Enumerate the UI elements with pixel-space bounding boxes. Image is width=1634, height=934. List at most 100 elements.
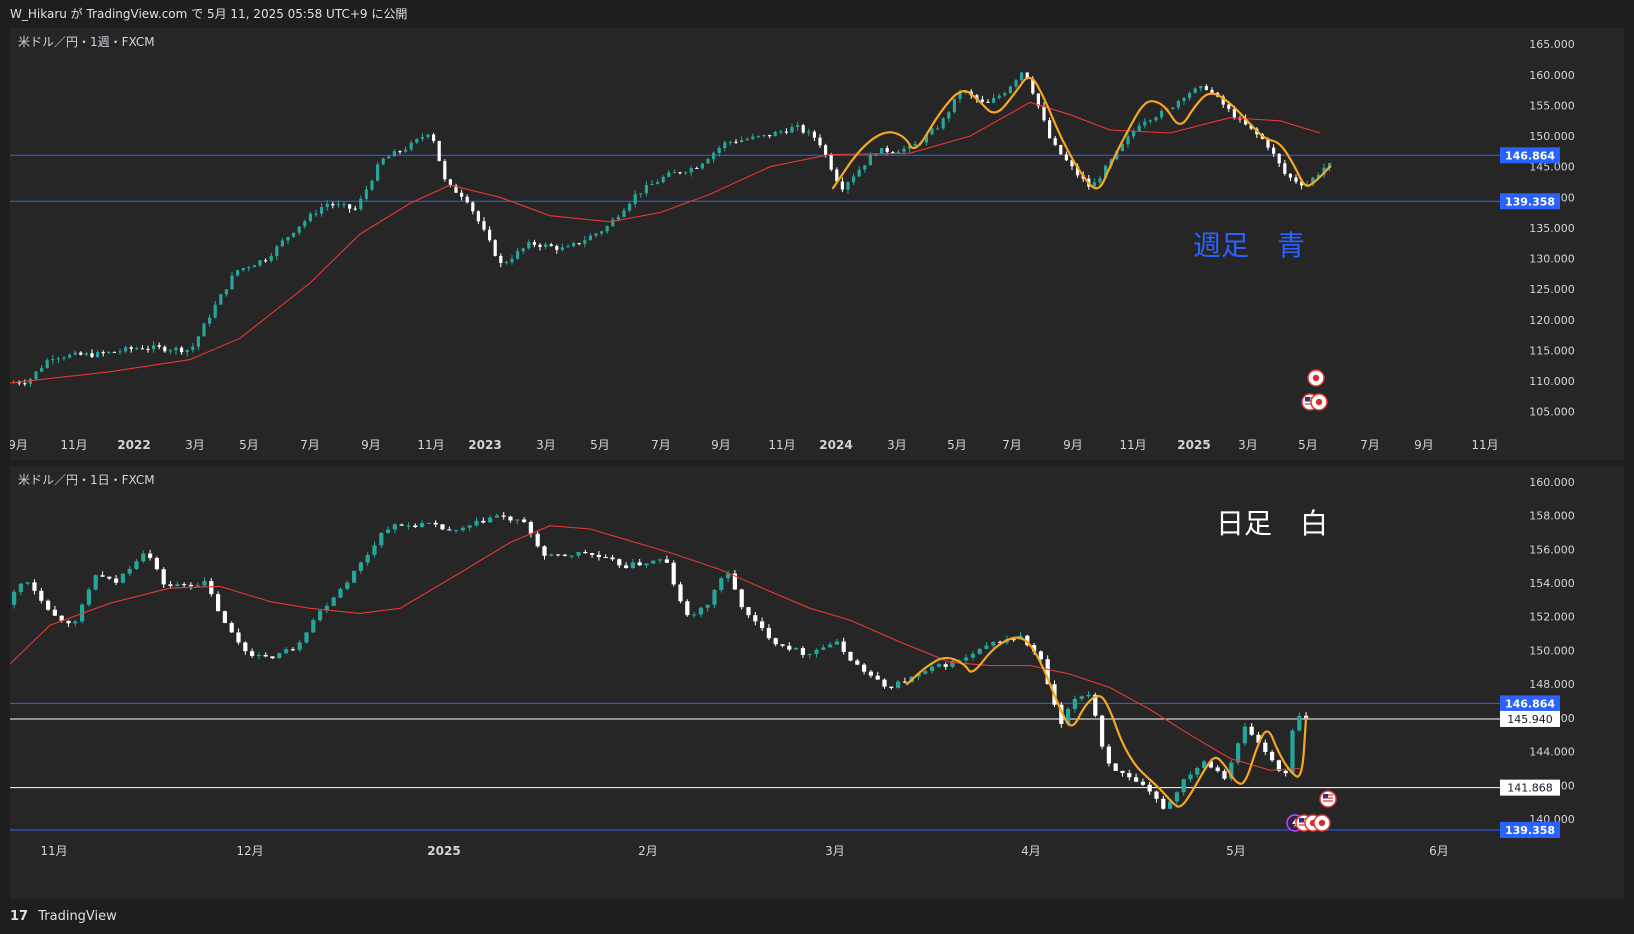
- candle-body: [420, 137, 424, 139]
- candle: [628, 202, 632, 213]
- candle: [1199, 85, 1203, 92]
- candle: [146, 345, 150, 353]
- candle: [717, 145, 721, 157]
- candle: [583, 235, 587, 248]
- daily-chart-title: 米ドル／円・1日・FXCM: [18, 473, 155, 487]
- candle: [829, 152, 833, 172]
- candle: [977, 647, 982, 655]
- candle-body: [986, 101, 990, 103]
- candle-body: [1059, 145, 1063, 155]
- candle-body: [712, 152, 716, 160]
- us-flag-icon[interactable]: [1319, 790, 1337, 808]
- candle-body: [467, 525, 472, 528]
- candle-body: [303, 221, 307, 227]
- x-tick-label: 9月: [1063, 438, 1083, 452]
- candle: [448, 178, 452, 188]
- y-tick-label: 120.000: [1529, 314, 1575, 327]
- candle-body: [304, 632, 309, 643]
- candle: [420, 519, 425, 528]
- candle-body: [936, 128, 940, 130]
- candle: [902, 677, 907, 684]
- candle: [311, 617, 316, 634]
- x-tick-label: 5月: [947, 438, 967, 452]
- candle-body: [712, 589, 717, 605]
- candle: [398, 150, 402, 155]
- candle: [600, 230, 604, 236]
- x-tick-label: 11月: [417, 438, 444, 452]
- candle-body: [460, 192, 464, 197]
- candle-body: [998, 641, 1003, 643]
- price-label: 146.864: [1505, 697, 1555, 710]
- candle-body: [941, 118, 945, 129]
- candle: [692, 612, 697, 618]
- daily-chart[interactable]: 160.000 158.000 156.000 154.000 152.000 150.0…: [10, 466, 1624, 899]
- candle-body: [318, 610, 323, 621]
- candle: [1126, 132, 1130, 148]
- candle-body: [700, 163, 704, 169]
- candle-body: [152, 345, 156, 349]
- candle-body: [1276, 760, 1281, 771]
- candle: [1120, 143, 1124, 152]
- candle-body: [1059, 704, 1064, 724]
- tradingview-logo-icon[interactable]: 17: [10, 909, 29, 924]
- candle: [352, 570, 357, 584]
- candle-body: [1277, 153, 1281, 164]
- candle: [1132, 128, 1136, 140]
- candle: [508, 515, 513, 523]
- candle: [1120, 770, 1125, 777]
- footer-brand[interactable]: TradingView: [38, 909, 117, 924]
- candle-body: [975, 95, 979, 100]
- candle-body: [45, 360, 49, 369]
- candle-body: [751, 136, 755, 139]
- publish-text: W_Hikaru が TradingView.com で 5月 11, 2025…: [10, 7, 408, 21]
- candle: [342, 201, 346, 208]
- candle: [275, 244, 279, 261]
- candle-body: [1120, 144, 1124, 151]
- candle: [639, 193, 643, 198]
- y-tick-label: 160.000: [1529, 476, 1575, 489]
- candle-body: [443, 161, 447, 180]
- candle: [324, 602, 329, 614]
- candle: [569, 555, 574, 559]
- jp-flag-icon[interactable]: [1313, 814, 1331, 832]
- candle: [1003, 91, 1007, 97]
- candle-body: [12, 591, 17, 605]
- weekly-chart[interactable]: 165.000160.000155.000150.000145.000140.0…: [10, 28, 1624, 460]
- candle: [336, 200, 340, 208]
- candle-body: [726, 573, 731, 579]
- jp-flag-icon[interactable]: [1307, 369, 1325, 387]
- candle: [308, 211, 312, 223]
- candle: [141, 550, 146, 563]
- candle: [542, 545, 547, 560]
- candle-body: [90, 353, 94, 357]
- candle: [1229, 760, 1234, 782]
- candle: [821, 644, 826, 651]
- candle-body: [891, 151, 895, 153]
- candle-body: [1283, 163, 1287, 174]
- flag-canton: [1299, 818, 1304, 822]
- candle-body: [889, 686, 894, 688]
- candle-body: [1181, 779, 1186, 793]
- panel-divider[interactable]: [0, 460, 1634, 466]
- candle-body: [415, 138, 419, 143]
- candle-body: [481, 520, 486, 523]
- candle: [1188, 91, 1192, 101]
- candle: [1277, 153, 1281, 168]
- candle: [454, 183, 458, 193]
- x-tick-label: 9月: [1414, 438, 1434, 452]
- candle: [734, 139, 738, 144]
- daily-chart-panel[interactable]: 160.000 158.000 156.000 154.000 152.000 150.0…: [10, 466, 1624, 899]
- candle-body: [705, 604, 710, 608]
- candle: [992, 93, 996, 104]
- candle: [868, 669, 873, 678]
- y-tick-label: 156.000: [1529, 543, 1575, 556]
- candle: [984, 641, 989, 650]
- candle-body: [603, 557, 608, 559]
- weekly-chart-panel[interactable]: 165.000160.000155.000150.000145.000140.0…: [10, 28, 1624, 460]
- candle-body: [336, 204, 340, 206]
- candle-body: [182, 584, 187, 586]
- jp-flag-icon[interactable]: [1310, 393, 1328, 411]
- candle-body: [846, 182, 850, 190]
- candle-body: [650, 184, 654, 186]
- candle-body: [992, 98, 996, 103]
